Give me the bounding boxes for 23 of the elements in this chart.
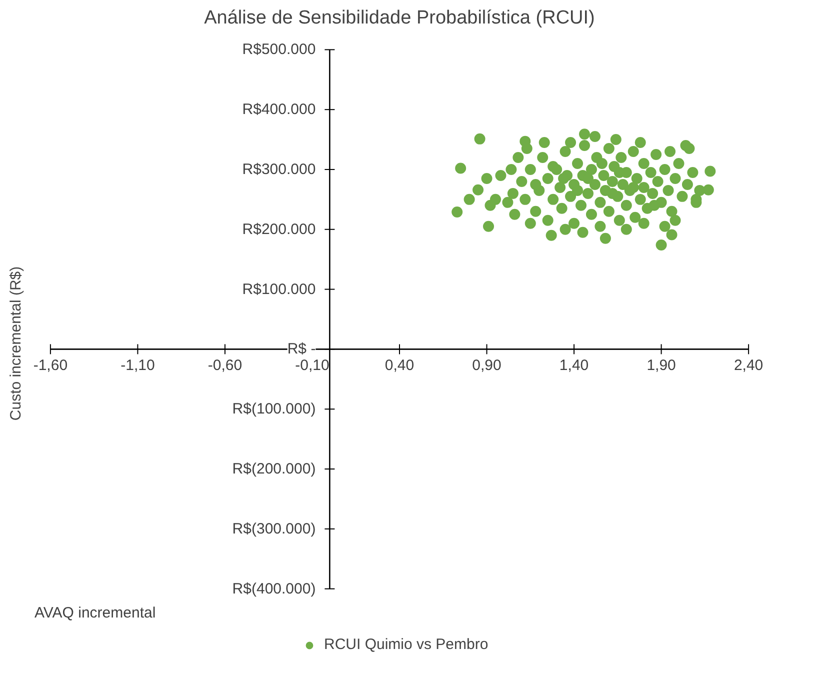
y-tick-label: R$(300.000) xyxy=(232,520,316,538)
y-tick-label: R$(400.000) xyxy=(232,580,316,598)
legend-label: RCUI Quimio vs Pembro xyxy=(324,636,488,653)
x-tick-label: 2,40 xyxy=(734,357,764,374)
y-tick-label: R$200.000 xyxy=(242,220,316,238)
x-tick-label: -0,60 xyxy=(208,357,242,374)
y-axis-title: Custo incremental (R$) xyxy=(8,266,24,421)
x-tick-label: 1,40 xyxy=(559,357,589,374)
y-tick-label: R$(200.000) xyxy=(232,460,316,478)
y-tick-label: R$(100.000) xyxy=(232,400,316,418)
x-tick-label: -0,10 xyxy=(295,357,330,374)
chart-title: Análise de Sensibilidade Probabilística (RCUI) xyxy=(204,8,595,28)
y-tick-label: R$ - xyxy=(287,340,316,358)
y-tick-label: R$100.000 xyxy=(242,280,316,298)
x-tick-label: 0,90 xyxy=(472,357,502,374)
y-tick-label: R$400.000 xyxy=(242,101,316,118)
x-tick-label: 1,90 xyxy=(646,357,676,374)
x-tick-label: -1,60 xyxy=(33,357,68,374)
y-tick-label: R$300.000 xyxy=(242,160,316,178)
x-axis-title: AVAQ incremental xyxy=(34,604,156,622)
x-tick-label: -1,10 xyxy=(120,357,155,374)
y-tick-label: R$500.000 xyxy=(242,41,316,58)
x-tick-label: 0,40 xyxy=(384,357,414,374)
